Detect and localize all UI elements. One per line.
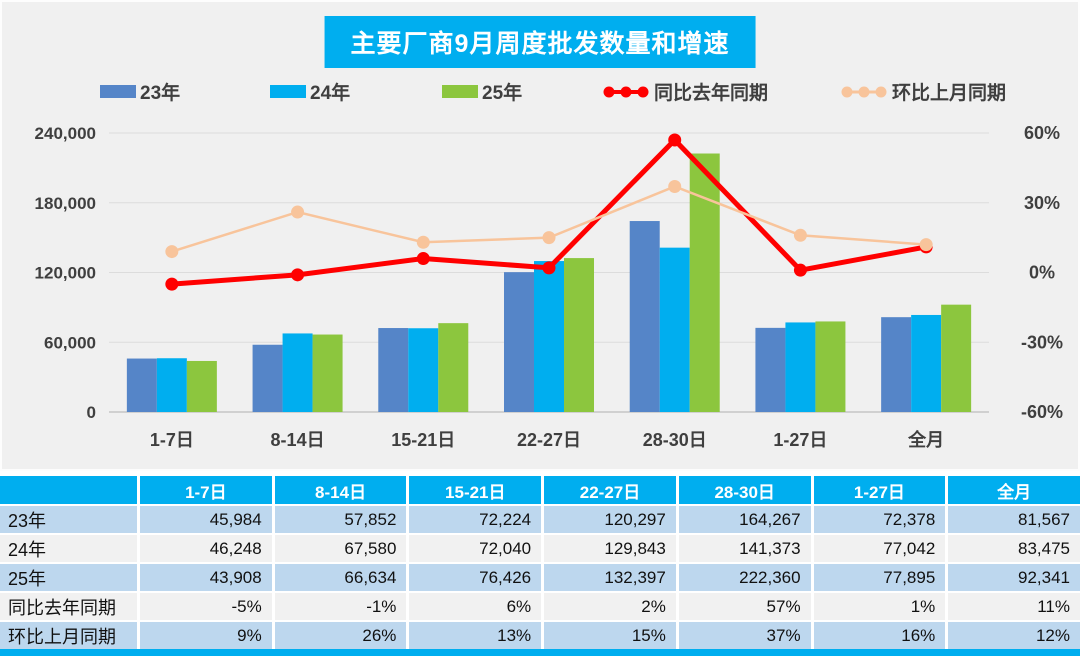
- svg-text:60%: 60%: [1024, 123, 1060, 143]
- data-table: 1-7日 8-14日 15-21日 22-27日 28-30日 1-27日 全月 23年 45,…: [0, 476, 1080, 649]
- table-cell: 11%: [948, 593, 1080, 620]
- svg-text:全月: 全月: [907, 429, 944, 450]
- legend-line-marker-icon: [603, 86, 649, 97]
- bar-series: [126, 221, 912, 412]
- table-cell: 81,567: [948, 506, 1080, 533]
- table-cell: 12%: [948, 622, 1080, 649]
- legend-label: 24年: [310, 83, 351, 104]
- table-cell: 15%: [544, 622, 676, 649]
- table-header-cell: 22-27日: [544, 476, 676, 504]
- table-cell: 76,426: [409, 564, 542, 591]
- table-cell: 72,378: [813, 506, 946, 533]
- bar-series: [186, 153, 972, 412]
- table-cell: 37%: [678, 622, 811, 649]
- left-axis-labels: 0 60,000 120,000 180,000 240,000: [35, 124, 96, 422]
- legend-bar-swatch-icon: [270, 85, 306, 98]
- table-header-cell: 8-14日: [274, 476, 407, 504]
- chart-legend: 23年 24年 25年 同比去年同期 环比上月同期: [2, 78, 1080, 104]
- table-row-label: 25年: [0, 564, 137, 591]
- legend-item: 同比去年同期: [602, 78, 768, 105]
- x-axis-labels: 1-7日 8-14日 15-21日 22-27日 28-30日 1-27日 全月: [150, 429, 944, 450]
- table-cell: -1%: [274, 593, 407, 620]
- bar-series: [156, 247, 942, 412]
- table-header-cell: 15-21日: [409, 476, 542, 504]
- table-row-label: 同比去年同期: [0, 593, 137, 620]
- table-cell: 132,397: [544, 564, 676, 591]
- table-row-label: 环比上月同期: [0, 622, 137, 649]
- table-cell: 26%: [274, 622, 407, 649]
- table-cell: 66,634: [274, 564, 407, 591]
- table-cell: 6%: [409, 593, 542, 620]
- table-cell: 9%: [140, 622, 272, 649]
- table-cell: 222,360: [678, 564, 811, 591]
- table-cell: 67,580: [274, 535, 407, 562]
- table-header-cell: [0, 476, 137, 504]
- svg-text:0: 0: [87, 403, 96, 422]
- table-header-cell: 1-7日: [140, 476, 272, 504]
- table-cell: 57,852: [274, 506, 407, 533]
- svg-text:15-21日: 15-21日: [391, 430, 455, 450]
- svg-text:8-14日: 8-14日: [271, 430, 325, 450]
- svg-text:-60%: -60%: [1021, 402, 1063, 422]
- table-header-cell: 全月: [948, 476, 1080, 504]
- table-cell: -5%: [140, 593, 272, 620]
- chart-title: 主要厂商9月周度批发数量和增速: [324, 16, 756, 68]
- right-axis-labels: -60% -30% 0% 30% 60%: [1021, 123, 1063, 422]
- table-cell: 13%: [409, 622, 542, 649]
- svg-text:-30%: -30%: [1021, 332, 1063, 352]
- chart-panel: 0 60,000 120,000 180,000 240,000 -60% -30% 0% 30…: [0, 0, 1080, 471]
- table-cell: 45,984: [140, 506, 272, 533]
- combo-bar-line-chart: 0 60,000 120,000 180,000 240,000 -60% -30% 0% 30…: [35, 123, 1063, 450]
- line-series: [165, 179, 933, 259]
- legend-item: 环比上月同期: [840, 78, 1006, 105]
- table-cell: 57%: [678, 593, 811, 620]
- legend-bar-swatch-icon: [100, 85, 136, 98]
- legend-bar-swatch-icon: [442, 85, 478, 98]
- table-cell: 92,341: [948, 564, 1080, 591]
- svg-text:240,000: 240,000: [35, 124, 96, 143]
- table-cell: 164,267: [678, 506, 811, 533]
- table-cell: 72,040: [409, 535, 542, 562]
- table-cell: 83,475: [948, 535, 1080, 562]
- svg-text:22-27日: 22-27日: [517, 430, 581, 450]
- table-cell: 2%: [544, 593, 676, 620]
- table-header-cell: 28-30日: [678, 476, 811, 504]
- svg-text:0%: 0%: [1029, 263, 1055, 283]
- line-series: [165, 133, 933, 291]
- table-cell: 16%: [813, 622, 946, 649]
- table-row-label: 24年: [0, 535, 137, 562]
- table-cell: 129,843: [544, 535, 676, 562]
- legend-item: 23年: [100, 78, 180, 105]
- table-cell: 77,042: [813, 535, 946, 562]
- legend-item: 25年: [442, 78, 522, 105]
- svg-text:28-30日: 28-30日: [643, 430, 707, 450]
- svg-text:180,000: 180,000: [35, 194, 96, 213]
- legend-item: 24年: [270, 78, 350, 105]
- legend-label: 环比上月同期: [892, 83, 1007, 104]
- svg-text:1-7日: 1-7日: [150, 430, 194, 450]
- svg-text:30%: 30%: [1024, 193, 1060, 213]
- table-cell: 1%: [813, 593, 946, 620]
- legend-label: 23年: [140, 83, 181, 104]
- legend-line-marker-icon: [841, 86, 887, 97]
- table-header-cell: 1-27日: [813, 476, 946, 504]
- table-cell: 120,297: [544, 506, 676, 533]
- table-cell: 72,224: [409, 506, 542, 533]
- svg-text:60,000: 60,000: [44, 333, 96, 352]
- table-cell: 46,248: [140, 535, 272, 562]
- table-cell: 77,895: [813, 564, 946, 591]
- svg-text:120,000: 120,000: [35, 264, 96, 283]
- table-bottom-border: [0, 649, 1080, 656]
- legend-label: 同比去年同期: [654, 83, 769, 104]
- legend-label: 25年: [482, 83, 523, 104]
- table-cell: 43,908: [140, 564, 272, 591]
- table-cell: 141,373: [678, 535, 811, 562]
- svg-text:1-27日: 1-27日: [773, 430, 827, 450]
- table-row-label: 23年: [0, 506, 137, 533]
